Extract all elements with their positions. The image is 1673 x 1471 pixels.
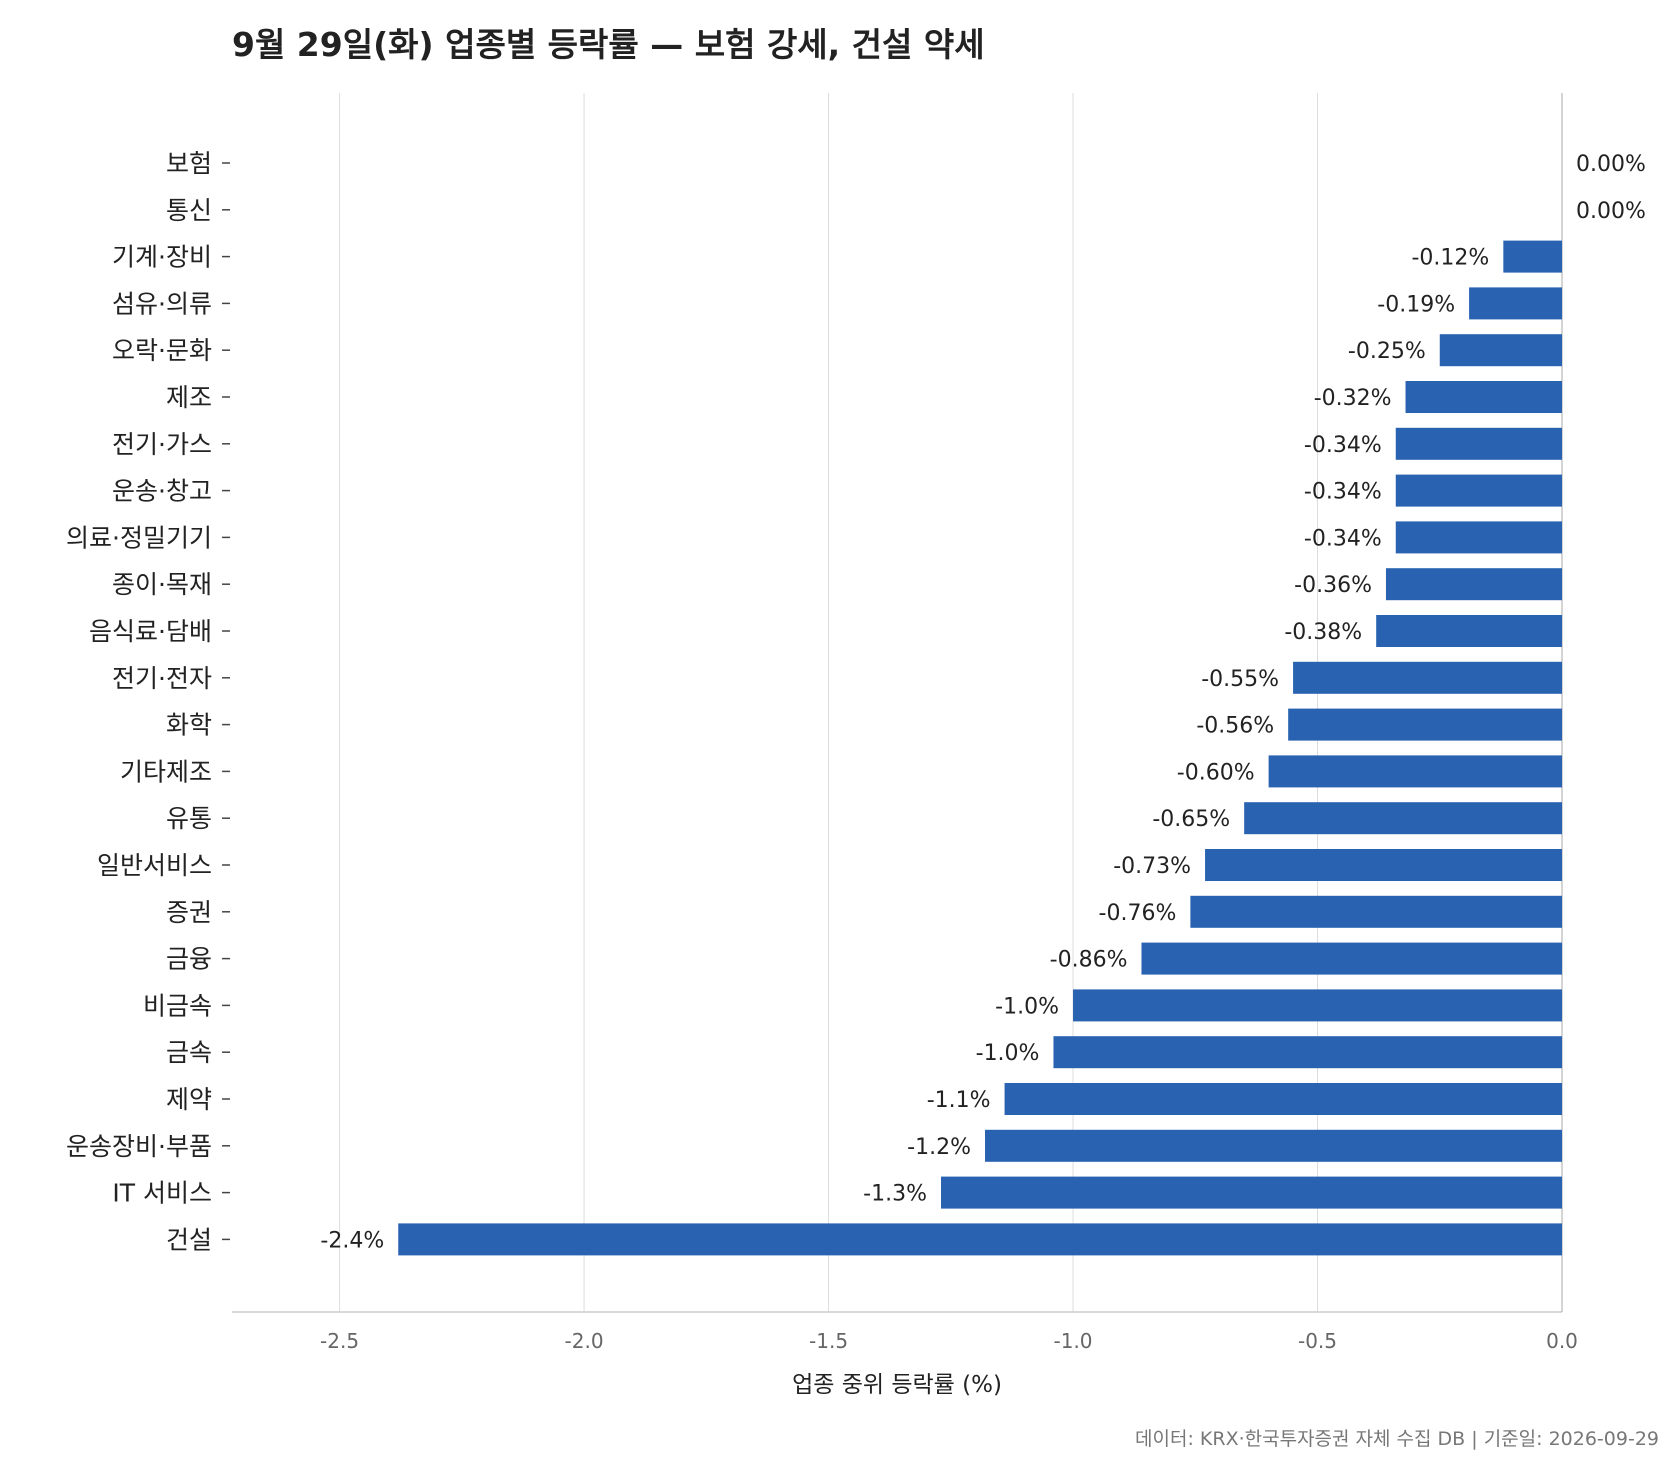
category-label: 제약 bbox=[166, 1085, 212, 1114]
data-label: -0.25% bbox=[1348, 339, 1426, 364]
category-label: 일반서비스 bbox=[97, 851, 212, 880]
category-label: 기계·장비 bbox=[112, 243, 212, 272]
category-label: 유통 bbox=[166, 804, 212, 833]
category-label: 의료·정밀기기 bbox=[66, 523, 212, 552]
category-label: 제조 bbox=[166, 383, 212, 412]
data-label: -1.3% bbox=[863, 1182, 927, 1207]
bar bbox=[1293, 661, 1562, 694]
category-label: IT 서비스 bbox=[112, 1179, 212, 1208]
data-label: -2.4% bbox=[320, 1228, 384, 1253]
bar bbox=[1395, 521, 1562, 554]
category-label: 전기·전자 bbox=[112, 664, 212, 693]
category-label: 기타제조 bbox=[120, 757, 212, 786]
bar bbox=[1053, 1036, 1562, 1069]
bar bbox=[398, 1223, 1562, 1256]
x-tick-label: 0.0 bbox=[1546, 1329, 1578, 1353]
bar bbox=[1190, 895, 1562, 928]
data-label: -0.34% bbox=[1304, 433, 1382, 458]
data-label: -0.65% bbox=[1152, 807, 1230, 832]
data-label: -0.19% bbox=[1377, 292, 1455, 317]
x-tick-label: -2.0 bbox=[565, 1329, 604, 1353]
bar bbox=[1376, 615, 1562, 647]
bar bbox=[985, 1129, 1562, 1162]
bar bbox=[1288, 708, 1562, 741]
data-label: -0.60% bbox=[1177, 760, 1255, 785]
data-label: -0.36% bbox=[1294, 573, 1372, 598]
category-label: 음식료·담배 bbox=[89, 617, 212, 646]
data-label: -0.34% bbox=[1304, 480, 1382, 505]
category-label: 화학 bbox=[166, 711, 212, 740]
data-label: -0.38% bbox=[1284, 620, 1362, 645]
data-label: -0.76% bbox=[1099, 901, 1177, 926]
bar bbox=[1439, 334, 1562, 367]
bar bbox=[941, 1176, 1562, 1209]
bar-chart: 보험통신기계·장비섬유·의류오락·문화제조전기·가스운송·창고의료·정밀기기종이… bbox=[66, 93, 1646, 1398]
bar bbox=[1244, 802, 1562, 835]
x-tick-label: -1.0 bbox=[1054, 1329, 1093, 1353]
x-axis-label: 업종 중위 등락률 (%) bbox=[792, 1372, 1002, 1398]
bar bbox=[1073, 989, 1562, 1022]
bar bbox=[1503, 240, 1562, 273]
data-label: -1.2% bbox=[907, 1135, 971, 1160]
chart-title: 9월 29일(화) 업종별 등락률 — 보험 강세, 건설 약세 bbox=[232, 25, 985, 64]
data-label: -1.0% bbox=[995, 994, 1059, 1019]
category-label: 금속 bbox=[166, 1038, 212, 1067]
bar bbox=[1395, 474, 1562, 507]
bar bbox=[1268, 755, 1562, 788]
gridlines bbox=[339, 93, 1319, 1312]
bar bbox=[1004, 1083, 1562, 1115]
x-tick-label: -2.5 bbox=[320, 1329, 359, 1353]
data-label: -1.0% bbox=[976, 1041, 1040, 1066]
data-label: 0.00% bbox=[1576, 199, 1646, 224]
category-label: 통신 bbox=[166, 196, 212, 225]
category-label: 비금속 bbox=[143, 991, 212, 1020]
data-label: 0.00% bbox=[1576, 152, 1646, 177]
data-label: -0.32% bbox=[1314, 386, 1392, 411]
data-label: -0.55% bbox=[1201, 667, 1279, 692]
category-label: 전기·가스 bbox=[112, 430, 212, 459]
category-label: 섬유·의류 bbox=[112, 289, 212, 318]
category-label: 금융 bbox=[166, 945, 212, 974]
category-label: 운송·창고 bbox=[112, 477, 212, 506]
data-label: -0.73% bbox=[1113, 854, 1191, 879]
data-label: -0.34% bbox=[1304, 526, 1382, 551]
data-label: -0.86% bbox=[1050, 948, 1128, 973]
data-label: -0.56% bbox=[1196, 714, 1274, 739]
bar bbox=[1405, 381, 1562, 413]
bar bbox=[1395, 427, 1562, 460]
category-label: 운송장비·부품 bbox=[66, 1132, 212, 1161]
bar bbox=[1205, 849, 1562, 881]
category-labels: 보험통신기계·장비섬유·의류오락·문화제조전기·가스운송·창고의료·정밀기기종이… bbox=[66, 149, 230, 1254]
x-tick-label: -1.5 bbox=[809, 1329, 848, 1353]
bar bbox=[1469, 287, 1562, 320]
category-label: 보험 bbox=[166, 149, 212, 178]
bars bbox=[398, 240, 1562, 1256]
category-label: 건설 bbox=[166, 1225, 212, 1254]
category-label: 오락·문화 bbox=[112, 336, 212, 365]
data-label: -1.1% bbox=[927, 1088, 991, 1113]
data-label: -0.12% bbox=[1411, 246, 1489, 271]
bar bbox=[1141, 942, 1562, 975]
category-label: 증권 bbox=[166, 898, 212, 927]
category-label: 종이·목재 bbox=[112, 570, 212, 599]
data-labels: 0.00% 0.00% -0.12% -0.19% -0.25% -0.32% -0.34%… bbox=[320, 152, 1645, 1253]
x-tick-labels: -2.5 -2.0 -1.5 -1.0 -0.5 0.0 bbox=[320, 1329, 1578, 1353]
bar bbox=[1385, 568, 1562, 601]
x-tick-label: -0.5 bbox=[1298, 1329, 1337, 1353]
source-footer: 데이터: KRX·한국투자증권 자체 수집 DB | 기준일: 2026-09-… bbox=[1135, 1428, 1659, 1450]
